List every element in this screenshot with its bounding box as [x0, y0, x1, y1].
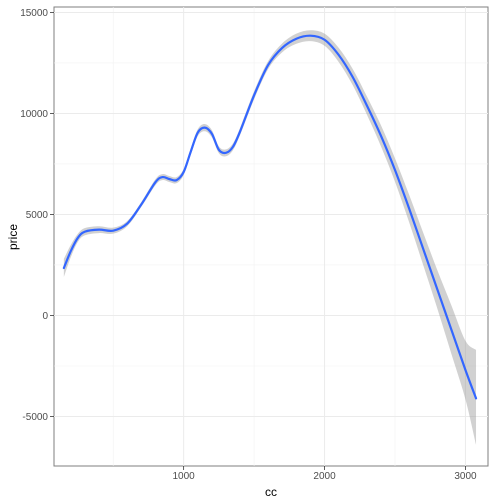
- y-axis-ticks: -5000 0 5000 10000 15000: [20, 8, 54, 423]
- x-tick-label: 1000: [173, 471, 196, 482]
- y-axis-title: price: [6, 224, 20, 250]
- y-tick-label: 15000: [20, 8, 48, 19]
- x-tick-label: 3000: [454, 471, 477, 482]
- x-axis-title: cc: [265, 485, 277, 499]
- y-tick-label: 10000: [20, 109, 48, 120]
- plot-panel: [53, 6, 489, 467]
- smooth-line: [62, 34, 478, 400]
- y-tick-label: 5000: [26, 210, 49, 221]
- minor-gridlines: [54, 7, 488, 466]
- x-tick-label: 2000: [313, 471, 336, 482]
- major-gridlines: [54, 7, 488, 466]
- y-tick-label: 0: [42, 311, 48, 322]
- x-axis-ticks: 1000 2000 3000: [173, 466, 477, 482]
- y-tick-label: -5000: [22, 412, 48, 423]
